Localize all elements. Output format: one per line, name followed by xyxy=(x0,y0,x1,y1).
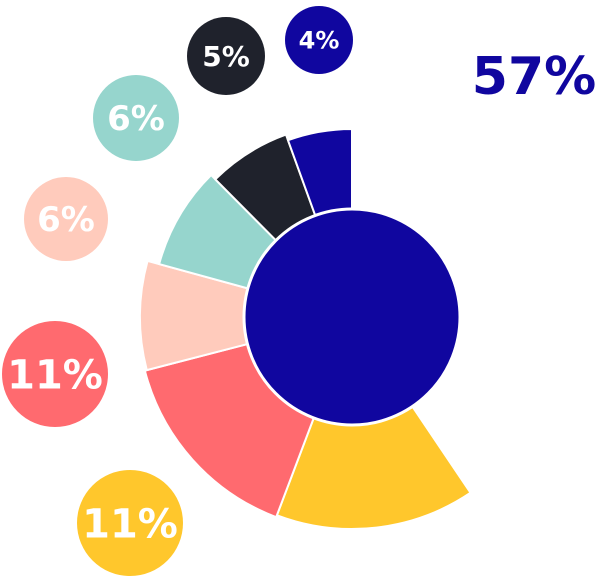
slice-badge xyxy=(24,177,108,261)
slice-badge xyxy=(285,6,353,74)
slice-data-label: 6% xyxy=(37,200,95,240)
slice-badge xyxy=(93,75,179,161)
slice-data-label: 5% xyxy=(202,40,250,73)
slice-badge xyxy=(2,321,108,427)
pie-slice-major xyxy=(242,207,462,427)
slice-data-label: 11% xyxy=(7,352,103,398)
badges-layer: 57% 11% 11% 6% 6% 5% 4% xyxy=(2,6,596,576)
slice-data-label: 11% xyxy=(82,501,178,547)
slice-data-label: 57% xyxy=(472,47,596,107)
slice-badge xyxy=(187,17,265,95)
slice-data-label: 4% xyxy=(299,27,340,55)
slice-badge xyxy=(77,470,183,576)
slices-layer xyxy=(139,127,472,530)
slice-data-label: 6% xyxy=(107,99,165,139)
